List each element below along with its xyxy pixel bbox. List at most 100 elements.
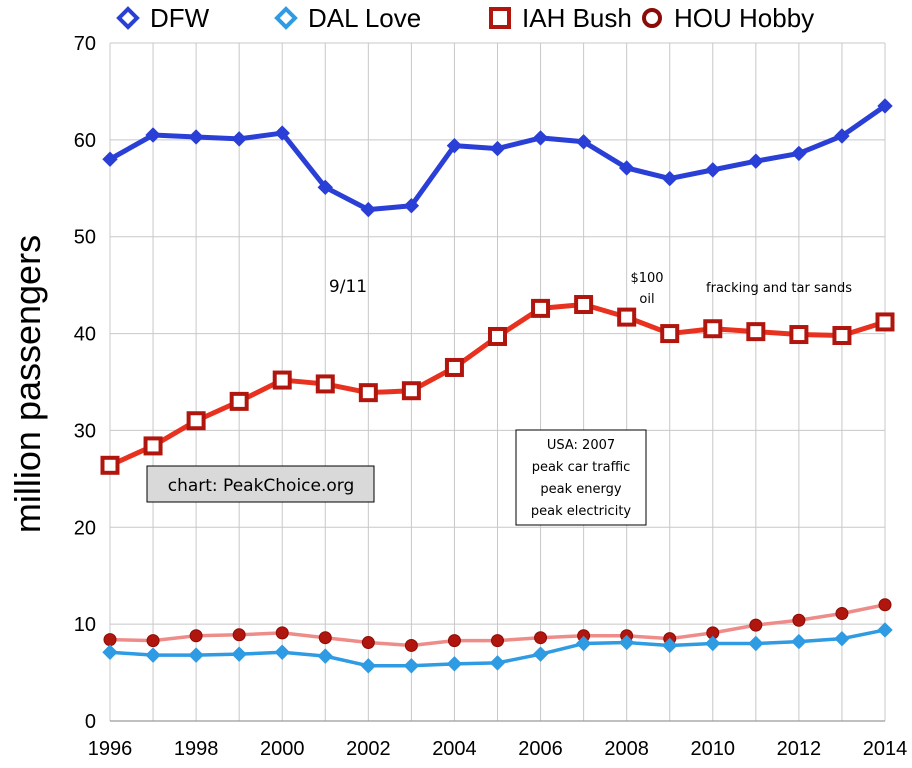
- x-tick-label: 1998: [174, 738, 219, 760]
- data-point-dal-love: [791, 633, 807, 650]
- y-tick-label: 30: [74, 420, 96, 442]
- legend-label-iah-bush: IAH Bush: [522, 3, 632, 33]
- usa-2007-box-frame: [515, 429, 647, 526]
- data-point-dal-love: [618, 634, 635, 651]
- data-point-iah-bush: [401, 381, 421, 401]
- legend-item-iah-bush: IAH Bush: [489, 3, 632, 33]
- data-point-hou-hobby: [361, 636, 375, 650]
- x-tick-label: 2010: [691, 738, 736, 760]
- data-point-dal-love: [145, 647, 161, 663]
- data-point-iah-bush: [272, 370, 292, 390]
- data-point-dfw: [188, 129, 204, 145]
- legend-marker-dal-love: [274, 6, 298, 30]
- y-tick-label: 0: [85, 711, 96, 733]
- data-point-dal-love: [877, 622, 893, 638]
- data-point-dfw: [446, 137, 463, 154]
- data-point-hou-hobby: [318, 631, 332, 645]
- data-point-dfw: [834, 128, 850, 144]
- x-tick-label: 2014: [863, 738, 908, 760]
- data-point-iah-bush: [229, 391, 249, 411]
- y-tick-label: 60: [74, 130, 96, 152]
- usa-line-1: USA: 2007: [547, 438, 615, 453]
- data-point-dal-love: [748, 635, 764, 652]
- y-axis-label: million passengers: [7, 235, 48, 533]
- legend-label-dfw: DFW: [150, 3, 210, 33]
- x-tick-label: 1996: [88, 738, 133, 760]
- data-point-iah-bush: [358, 383, 378, 403]
- legend-item-dfw: DFW: [116, 3, 210, 33]
- credit-text: chart: PeakChoice.org: [168, 476, 355, 496]
- x-tick-label: 2012: [777, 738, 822, 760]
- x-tick-label: 2004: [432, 738, 477, 760]
- data-point-dal-love: [188, 647, 204, 663]
- legend-item-hou-hobby: HOU Hobby: [642, 3, 814, 33]
- y-tick-label: 10: [74, 614, 96, 636]
- data-point-hou-hobby: [404, 638, 418, 652]
- data-point-dfw: [145, 127, 161, 143]
- data-point-dal-love: [102, 644, 118, 660]
- data-point-dfw: [532, 130, 549, 146]
- data-point-iah-bush: [832, 326, 852, 346]
- data-point-hou-hobby: [749, 618, 763, 632]
- legend-marker-iah-bush: [489, 7, 511, 29]
- data-point-dal-love: [834, 630, 850, 647]
- legend-label-dal-love: DAL Love: [308, 3, 421, 33]
- legend-marker-dfw: [116, 6, 140, 30]
- credit-box: chart: PeakChoice.org: [146, 465, 375, 503]
- data-point-iah-bush: [488, 326, 507, 346]
- data-point-dal-love: [575, 635, 592, 652]
- data-point-hou-hobby: [447, 634, 461, 648]
- data-point-dfw: [748, 153, 764, 169]
- data-point-iah-bush: [789, 325, 809, 345]
- data-point-hou-hobby: [835, 606, 849, 620]
- legend: DFW DAL Love IAH Bush HOU Hobby: [116, 3, 814, 33]
- data-point-hou-hobby: [878, 598, 892, 612]
- data-point-hou-hobby: [534, 631, 548, 645]
- annotation-9-11: 9/11: [329, 277, 367, 297]
- data-point-dfw: [274, 125, 290, 141]
- data-point-iah-bush: [100, 455, 120, 475]
- legend-marker-hou-hobby: [642, 8, 662, 28]
- data-point-dal-love: [532, 646, 549, 662]
- data-point-dfw: [489, 140, 506, 157]
- usa-line-2: peak car traffic: [532, 460, 631, 475]
- data-point-iah-bush: [531, 298, 551, 318]
- legend-label-hou-hobby: HOU Hobby: [674, 3, 814, 33]
- usa-line-3: peak energy: [540, 482, 621, 497]
- x-tick-label: 2002: [346, 738, 391, 760]
- data-point-dal-love: [360, 658, 377, 674]
- data-point-iah-bush: [444, 357, 464, 377]
- data-point-dfw: [360, 201, 377, 218]
- data-point-iah-bush: [617, 307, 637, 327]
- data-point-hou-hobby: [146, 634, 160, 648]
- data-point-hou-hobby: [189, 629, 203, 643]
- series-dfw: [102, 98, 893, 218]
- data-point-dal-love: [403, 658, 420, 674]
- data-point-hou-hobby: [103, 633, 117, 647]
- data-point-iah-bush: [660, 324, 680, 344]
- data-point-hou-hobby: [232, 628, 246, 642]
- data-point-dal-love: [662, 637, 678, 654]
- series-hou-hobby: [103, 598, 892, 652]
- data-point-hou-hobby: [491, 634, 504, 648]
- y-tick-label: 70: [74, 33, 96, 55]
- data-point-iah-bush: [574, 295, 594, 315]
- data-point-iah-bush: [143, 436, 163, 456]
- series-layer: [100, 98, 895, 674]
- y-tick-label: 50: [74, 227, 96, 249]
- data-point-hou-hobby: [275, 626, 289, 640]
- data-point-dal-love: [489, 655, 506, 671]
- data-point-dfw: [403, 198, 420, 214]
- data-point-dal-love: [231, 646, 247, 662]
- data-point-dfw: [317, 179, 333, 196]
- data-point-iah-bush: [315, 374, 335, 394]
- data-point-dal-love: [705, 635, 721, 652]
- data-point-dfw: [575, 134, 592, 150]
- data-point-iah-bush: [875, 312, 895, 332]
- annotation-fracking: fracking and tar sands: [706, 281, 852, 296]
- data-point-dfw: [791, 145, 807, 162]
- data-point-iah-bush: [746, 322, 766, 342]
- data-point-dfw: [102, 151, 118, 167]
- y-tick-label: 40: [74, 324, 96, 346]
